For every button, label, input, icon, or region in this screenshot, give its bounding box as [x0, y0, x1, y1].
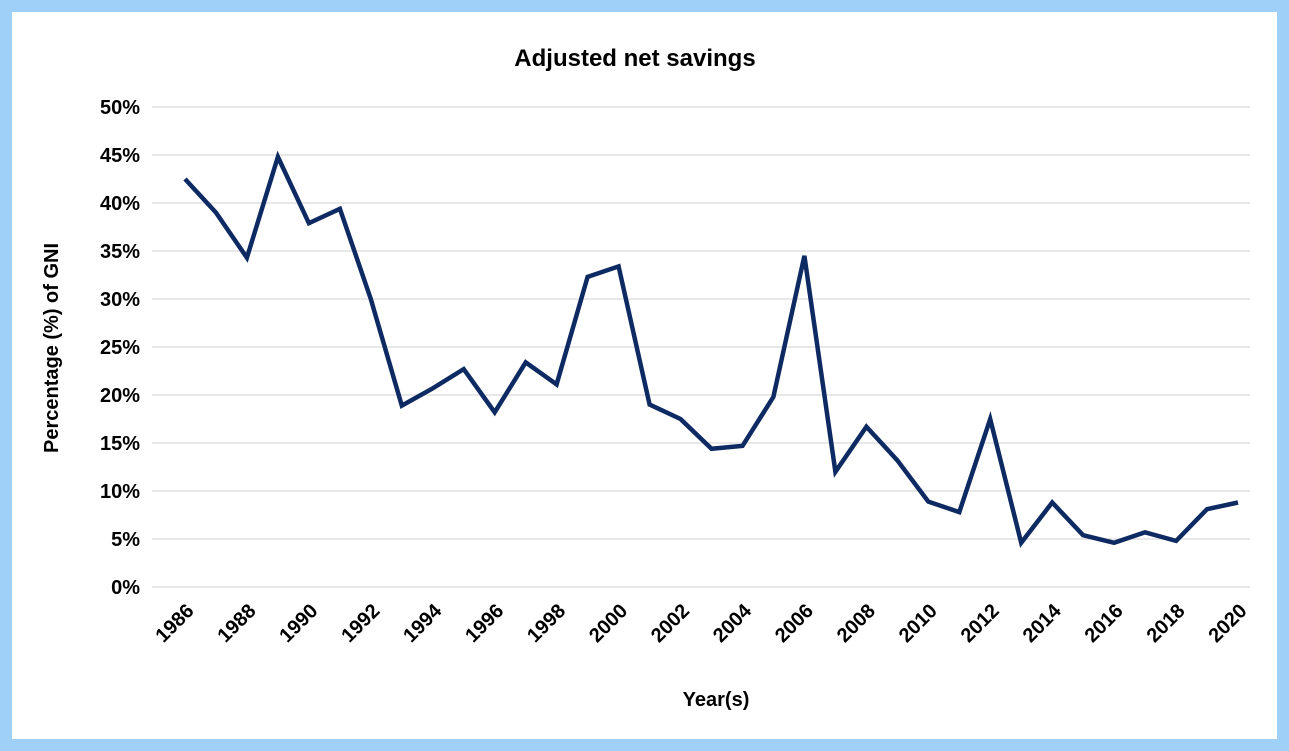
- gridlines: [152, 106, 1250, 588]
- x-axis-ticks: 1986 1988 1990 1992 1994 1996 1998 2000 2002 2004…: [152, 599, 1252, 647]
- y-tick-label: 5%: [111, 529, 140, 551]
- x-tick-label: 1998: [523, 600, 570, 647]
- x-tick-label: 2004: [709, 599, 757, 647]
- x-tick-label: 1988: [213, 600, 260, 647]
- y-tick-label: 15%: [100, 433, 140, 455]
- y-tick-label: 0%: [111, 577, 140, 599]
- x-tick-label: 2008: [833, 600, 880, 647]
- x-tick-label: 2018: [1143, 600, 1190, 647]
- x-tick-label: 1986: [152, 600, 199, 647]
- chart-title: Adjusted net savings: [514, 45, 755, 72]
- y-tick-label: 35%: [100, 241, 140, 263]
- x-tick-label: 1990: [275, 600, 322, 647]
- x-tick-label: 1996: [461, 600, 508, 647]
- x-axis-label: Year(s): [683, 689, 750, 711]
- y-axis-label: Percentage (%) of GNI: [41, 243, 63, 453]
- y-tick-label: 10%: [100, 481, 140, 503]
- y-axis-ticks: 0% 5% 10% 15% 20% 25% 30% 35% 40% 45% 50%: [100, 97, 140, 599]
- x-tick-label: 1994: [399, 599, 447, 647]
- y-tick-label: 50%: [100, 97, 140, 119]
- y-tick-label: 25%: [100, 337, 140, 359]
- x-tick-label: 2000: [585, 600, 632, 647]
- x-tick-label: 2014: [1019, 599, 1067, 647]
- y-tick-label: 45%: [100, 145, 140, 167]
- x-tick-label: 2016: [1081, 600, 1128, 647]
- x-tick-label: 2020: [1205, 600, 1252, 647]
- x-tick-label: 2006: [771, 600, 818, 647]
- x-tick-label: 2010: [895, 600, 942, 647]
- x-tick-label: 2012: [957, 600, 1004, 647]
- series-line: [183, 150, 1239, 548]
- y-tick-label: 40%: [100, 193, 140, 215]
- x-tick-label: 2002: [647, 600, 694, 647]
- x-tick-label: 1992: [337, 600, 384, 647]
- y-tick-label: 30%: [100, 289, 140, 311]
- y-tick-label: 20%: [100, 385, 140, 407]
